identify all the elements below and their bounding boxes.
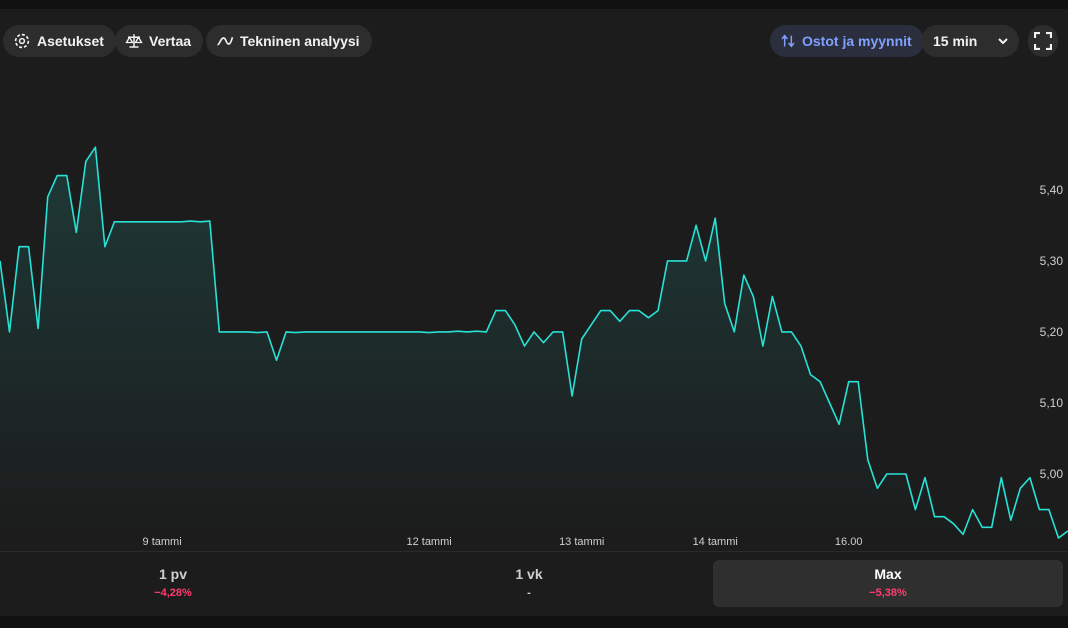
period-label: 1 vk: [515, 566, 543, 582]
interval-value: 15 min: [933, 33, 978, 49]
compare-label: Vertaa: [149, 33, 192, 49]
settings-button[interactable]: Asetukset: [3, 25, 116, 57]
period-change: −5,38%: [869, 587, 907, 599]
compare-button[interactable]: Vertaa: [115, 25, 204, 57]
trades-label: Ostot ja myynnit: [802, 33, 912, 49]
fullscreen-icon: [1034, 32, 1052, 50]
period-label: 1 pv: [158, 566, 187, 582]
x-tick-label: 14 tammi: [693, 536, 738, 548]
trades-button[interactable]: Ostot ja myynnit: [770, 25, 924, 57]
price-area-fill: [0, 147, 1068, 538]
y-tick-label: 5,00: [1040, 467, 1064, 481]
y-tick-label: 5,10: [1040, 396, 1064, 410]
line-chart-icon: [217, 36, 234, 46]
swap-arrows-icon: [781, 34, 795, 48]
price-line: [0, 146, 1068, 539]
x-tick-label: 12 tammi: [406, 536, 451, 548]
x-tick-label: 13 tammi: [559, 536, 604, 548]
period-1d-tab[interactable]: 1 pv −4,28%: [2, 560, 344, 607]
period-change: -: [527, 587, 531, 599]
chart-widget: Asetukset Vertaa Tekninen analyysi Ostot…: [0, 9, 1068, 616]
scale-icon: [125, 34, 143, 48]
technical-analysis-label: Tekninen analyysi: [240, 33, 360, 49]
period-1w-tab[interactable]: 1 vk -: [358, 560, 700, 607]
chevron-down-icon: [998, 38, 1008, 45]
divider: [0, 551, 1068, 552]
x-tick-label: 16.00: [835, 536, 863, 548]
x-tick-label: 9 tammi: [143, 536, 182, 548]
technical-analysis-button[interactable]: Tekninen analyysi: [206, 25, 372, 57]
y-axis: 5,40 5,30 5,20 5,10 5,00: [1040, 183, 1064, 481]
fullscreen-button[interactable]: [1028, 25, 1058, 57]
y-tick-label: 5,30: [1040, 254, 1064, 268]
y-tick-label: 5,20: [1040, 325, 1064, 339]
gear-icon: [14, 33, 30, 49]
settings-label: Asetukset: [37, 33, 104, 49]
interval-select[interactable]: 15 min: [921, 25, 1019, 57]
period-change: −4,28%: [154, 587, 192, 599]
price-chart: 5,40 5,30 5,20 5,10 5,00 9 tammi 12 tammi 13 t…: [0, 146, 1068, 548]
period-label: Max: [874, 566, 902, 582]
period-max-tab[interactable]: Max −5,38%: [713, 560, 1063, 607]
x-axis: 9 tammi 12 tammi 13 tammi 14 tammi 16.00: [143, 536, 863, 548]
y-tick-label: 5,40: [1040, 183, 1064, 197]
